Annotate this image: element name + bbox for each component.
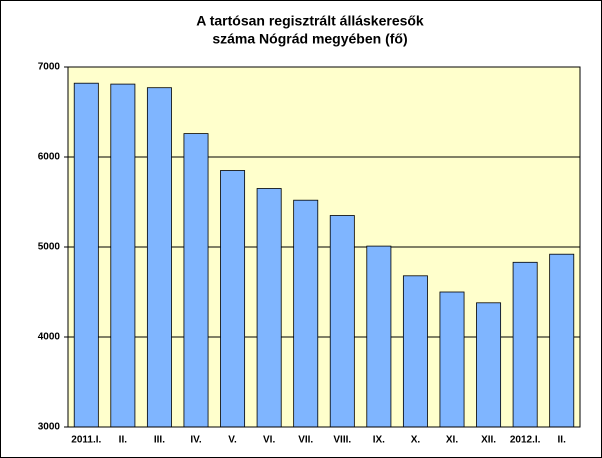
bar	[512, 261, 538, 428]
bar	[366, 245, 392, 428]
x-tick-label: IV.	[190, 435, 202, 446]
y-tick-label: 3000	[38, 422, 61, 433]
x-tick-label: II.	[558, 435, 567, 446]
bar	[476, 302, 502, 428]
bar	[293, 199, 319, 428]
bar	[549, 253, 575, 428]
x-tick-label: VIII.	[333, 435, 351, 446]
bar	[402, 275, 428, 428]
chart-title: száma Nógrád megyében (fő)	[212, 31, 407, 47]
bar	[183, 133, 209, 428]
bar	[439, 291, 465, 428]
y-tick-label: 5000	[38, 242, 61, 253]
x-tick-label: VII.	[298, 435, 313, 446]
bar	[73, 82, 99, 428]
x-tick-label: X.	[411, 435, 421, 446]
x-tick-label: VI.	[263, 435, 275, 446]
chart-title: A tartósan regisztrált álláskeresők	[196, 13, 424, 29]
plot-border	[67, 66, 581, 428]
x-tick-label: III.	[154, 435, 165, 446]
bar	[329, 215, 355, 428]
x-tick-label: IX.	[373, 435, 385, 446]
x-tick-label: 2011.I.	[71, 435, 101, 446]
bar	[110, 83, 136, 428]
y-tick-label: 4000	[38, 332, 61, 343]
x-tick-label: V.	[228, 435, 237, 446]
x-tick-label: XII.	[481, 435, 496, 446]
x-tick-label: II.	[119, 435, 128, 446]
x-tick-label: XI.	[446, 435, 458, 446]
x-tick-label: 2012.I.	[510, 435, 541, 446]
bar	[220, 170, 246, 428]
bar	[146, 87, 172, 428]
y-tick-label: 6000	[38, 152, 61, 163]
y-tick-label: 7000	[38, 62, 61, 73]
bar	[256, 188, 282, 428]
